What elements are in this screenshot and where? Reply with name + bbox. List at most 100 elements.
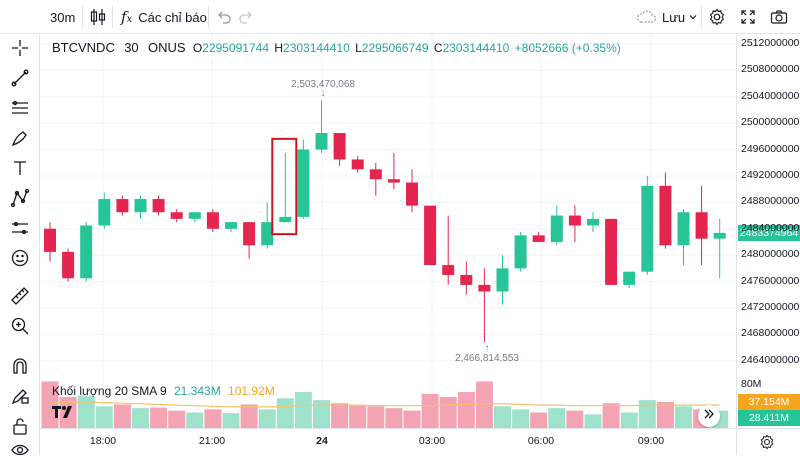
pencil-lock-icon[interactable] (8, 384, 32, 408)
candle (116, 195, 129, 216)
volume-bar (439, 397, 457, 428)
volume-bar (548, 408, 566, 428)
fullscreen-icon[interactable] (740, 0, 756, 34)
time-label: 24 (316, 435, 328, 447)
undo-icon[interactable] (216, 0, 232, 34)
lock-icon[interactable] (8, 414, 32, 438)
candle (152, 195, 165, 216)
volume-bar (168, 410, 186, 428)
volume-bar (186, 412, 204, 428)
gear-icon[interactable] (759, 434, 775, 455)
time-label: 09:00 (637, 435, 665, 447)
candle-body (695, 212, 708, 239)
candle (80, 222, 93, 282)
volume-bar (276, 398, 294, 428)
ruler-icon[interactable] (8, 284, 32, 308)
indicators-label: Các chỉ báo (138, 9, 207, 25)
candle (587, 212, 599, 233)
horizontal-lines-icon[interactable] (8, 96, 32, 120)
price-tick-label: 2500000000 (741, 116, 800, 129)
volume-bar (494, 406, 511, 428)
indicators-button[interactable]: fx Các chỉ báo (121, 0, 207, 34)
text-icon[interactable] (8, 156, 32, 180)
brush-icon[interactable] (8, 126, 32, 150)
volume-bar (349, 405, 367, 428)
emoji-icon[interactable] (8, 246, 32, 270)
pattern-icon[interactable] (8, 186, 32, 210)
redo-icon[interactable] (238, 0, 254, 34)
volume-sma-value: 101.92M (228, 384, 275, 398)
candle (659, 172, 672, 249)
volume-bar (294, 392, 312, 428)
save-label: Lưu (662, 9, 686, 25)
interval-label: 30m (50, 9, 76, 25)
candle-body (206, 212, 219, 229)
price-tick-label: 2464000000 (741, 353, 800, 366)
candle-body (478, 284, 491, 292)
volume-bar (132, 408, 149, 428)
candle (134, 195, 147, 219)
candle-body (134, 199, 147, 213)
price-tick-label: 2508000000 (741, 63, 800, 76)
candle (369, 162, 382, 196)
candle-body (261, 222, 274, 246)
crosshair-icon[interactable] (8, 36, 32, 60)
camera-icon[interactable] (770, 0, 788, 34)
magnet-icon[interactable] (8, 354, 32, 378)
interval-button[interactable]: 30m (50, 0, 75, 34)
time-label: 06:00 (527, 435, 555, 447)
volume-bar (222, 413, 240, 428)
candlestick-chart[interactable] (40, 34, 736, 428)
high-label: H (274, 41, 284, 55)
low-label: L (355, 41, 362, 55)
high-annotation-value: 2,503,470,068 (291, 79, 355, 90)
candle-body (170, 212, 183, 219)
toolbar-divider (701, 6, 702, 28)
measure-tool-icon[interactable] (8, 216, 32, 240)
chart-settings-corner[interactable] (736, 428, 800, 455)
candle-body (297, 149, 310, 217)
time-axis[interactable]: 18:00 21:00 24 03:00 06:00 09:00 (40, 428, 736, 455)
tradingview-logo[interactable] (50, 402, 76, 422)
volume-bar (584, 414, 602, 428)
volume-value: 21.343M (173, 384, 221, 398)
candle (206, 208, 219, 233)
chart-pane[interactable] (40, 34, 736, 428)
symbol-name[interactable]: BTCVNDC (52, 40, 115, 55)
candle-body (315, 133, 328, 150)
zoom-in-icon[interactable] (8, 314, 32, 338)
candle-body (568, 215, 581, 226)
volume-bar (331, 403, 349, 428)
fx-icon: fx (121, 8, 133, 26)
scroll-to-realtime-button[interactable] (698, 405, 720, 427)
candle (623, 271, 636, 289)
volume-bar (656, 401, 674, 428)
volume-sma-line (49, 401, 720, 408)
candle (170, 208, 183, 223)
eye-icon[interactable] (8, 438, 32, 462)
price-tick-label: 2468000000 (741, 327, 800, 340)
volume-bar (602, 403, 620, 428)
price-tick-label: 2472000000 (741, 300, 800, 313)
low-annotation: ↑ 2,466,814,553 (455, 343, 519, 365)
price-tick-label: 2476000000 (741, 274, 800, 287)
low-annotation-value: 2,466,814,553 (455, 353, 519, 364)
volume-bar (41, 381, 59, 428)
toolbar-divider (208, 6, 209, 28)
volume-bar (421, 393, 439, 428)
price-scale[interactable]: 2483374964 80M 37.154M 28.411M 251200000… (736, 34, 800, 428)
price-tick-label: 2492000000 (741, 168, 800, 181)
volume-title[interactable]: Khối lượng 20 SMA 9 (52, 384, 167, 398)
chevron-down-icon[interactable] (688, 0, 698, 34)
bar-style-icon[interactable] (90, 0, 106, 34)
volume-tag: 28.411M (738, 410, 800, 426)
candle (478, 268, 491, 343)
save-button[interactable]: Lưu (636, 0, 685, 34)
settings-icon[interactable] (708, 0, 726, 34)
candle (387, 152, 400, 190)
candle-body (279, 216, 292, 223)
high-value: 2303144410 (283, 41, 350, 55)
trendline-icon[interactable] (8, 66, 32, 90)
chart-grid (40, 34, 736, 428)
volume-bar (385, 408, 403, 428)
